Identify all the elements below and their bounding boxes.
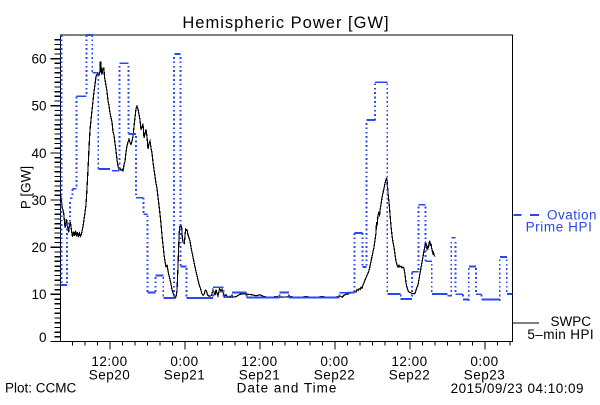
svg-text:Sep21: Sep21 bbox=[239, 367, 281, 382]
svg-text:Date and Time: Date and Time bbox=[237, 381, 338, 396]
svg-text:12:00: 12:00 bbox=[91, 354, 127, 369]
svg-text:12:00: 12:00 bbox=[391, 354, 427, 369]
svg-text:Ovation: Ovation bbox=[547, 208, 597, 223]
svg-text:50: 50 bbox=[31, 99, 46, 114]
svg-text:0:00: 0:00 bbox=[320, 354, 348, 369]
svg-text:Sep22: Sep22 bbox=[389, 367, 431, 382]
svg-text:Sep21: Sep21 bbox=[164, 367, 206, 382]
svg-text:Plot: CCMC: Plot: CCMC bbox=[5, 381, 77, 396]
svg-text:Prime HPI: Prime HPI bbox=[526, 220, 593, 235]
svg-text:30: 30 bbox=[31, 193, 46, 208]
svg-text:10: 10 bbox=[31, 287, 46, 302]
svg-text:12:00: 12:00 bbox=[241, 354, 277, 369]
svg-text:0:00: 0:00 bbox=[170, 354, 198, 369]
svg-text:60: 60 bbox=[31, 52, 46, 67]
svg-text:20: 20 bbox=[31, 240, 46, 255]
svg-text:2015/09/23 04:10:09: 2015/09/23 04:10:09 bbox=[451, 381, 584, 396]
svg-text:Sep22: Sep22 bbox=[314, 367, 356, 382]
svg-text:P [GW]: P [GW] bbox=[19, 166, 34, 209]
svg-text:0: 0 bbox=[39, 330, 47, 345]
svg-text:5–min HPI: 5–min HPI bbox=[527, 327, 594, 342]
svg-text:0:00: 0:00 bbox=[470, 354, 498, 369]
svg-text:Sep20: Sep20 bbox=[89, 367, 131, 382]
svg-text:Sep23: Sep23 bbox=[464, 367, 506, 382]
svg-text:Hemispheric Power [GW]: Hemispheric Power [GW] bbox=[182, 14, 389, 32]
svg-text:40: 40 bbox=[31, 146, 46, 161]
svg-text:SWPC: SWPC bbox=[551, 314, 592, 329]
